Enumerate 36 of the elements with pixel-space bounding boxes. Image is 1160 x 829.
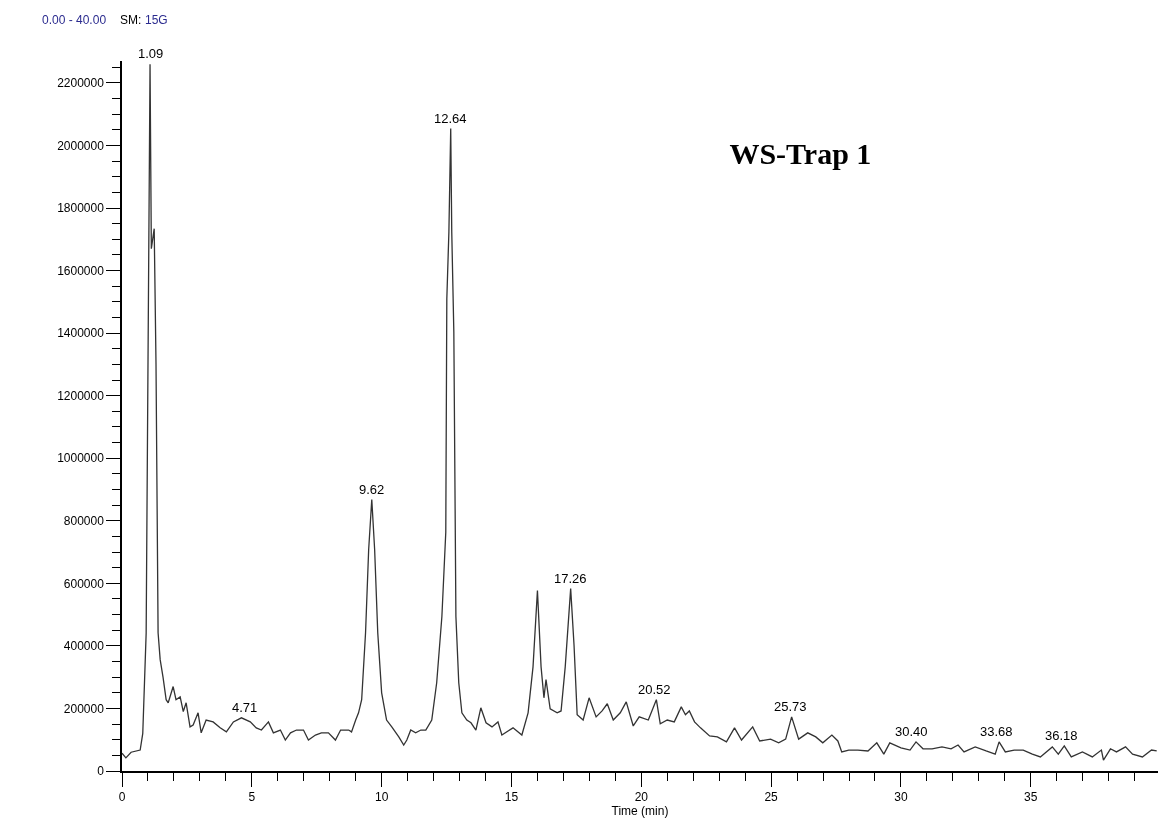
y-tick-label: 1000000 <box>57 451 105 466</box>
y-tick-label: 1200000 <box>57 388 105 403</box>
x-tick-label: 5 <box>248 790 256 805</box>
y-tick-label: 0 <box>97 764 105 779</box>
text: 15G <box>145 13 168 27</box>
text: 0.00 - 40.00 <box>42 13 107 27</box>
text: SM: <box>120 13 142 27</box>
annotation: 12.64 <box>434 111 467 126</box>
annotation: 30.40 <box>895 724 928 739</box>
annotation: 4.71 <box>232 700 258 715</box>
y-tick-label: 600000 <box>63 576 105 591</box>
x-tick-label: 30 <box>894 790 908 805</box>
annotation: 9.62 <box>359 482 385 497</box>
x-tick-label: 0 <box>118 790 126 805</box>
x-tick-label: 10 <box>374 790 389 805</box>
y-tick-label: 1400000 <box>57 326 105 341</box>
y-tick-label: 2000000 <box>57 138 105 153</box>
x-tick-label: 35 <box>1024 790 1038 805</box>
y-tick-label: 1800000 <box>57 201 105 216</box>
x-tick-label: 15 <box>504 790 519 805</box>
y-tick-label: 800000 <box>63 513 105 528</box>
annotation: 36.18 <box>1045 728 1078 743</box>
annotation: 1.09 <box>138 46 164 61</box>
y-tick-label: 2200000 <box>57 76 105 91</box>
annotation: 33.68 <box>980 724 1013 739</box>
x-tick-label: 20 <box>634 790 649 805</box>
text: WS-Trap 1 <box>729 136 872 170</box>
y-tick-label: 400000 <box>63 639 105 654</box>
line-series <box>122 63 1158 761</box>
x-tick-label: 25 <box>764 790 779 805</box>
annotation: 25.73 <box>774 699 807 714</box>
annotation: 17.26 <box>554 571 587 586</box>
y-tick-label: 1600000 <box>57 263 105 278</box>
x-axis-title: Time (min) <box>611 804 669 819</box>
y-tick-label: 200000 <box>63 701 105 716</box>
annotation: 20.52 <box>638 682 671 697</box>
